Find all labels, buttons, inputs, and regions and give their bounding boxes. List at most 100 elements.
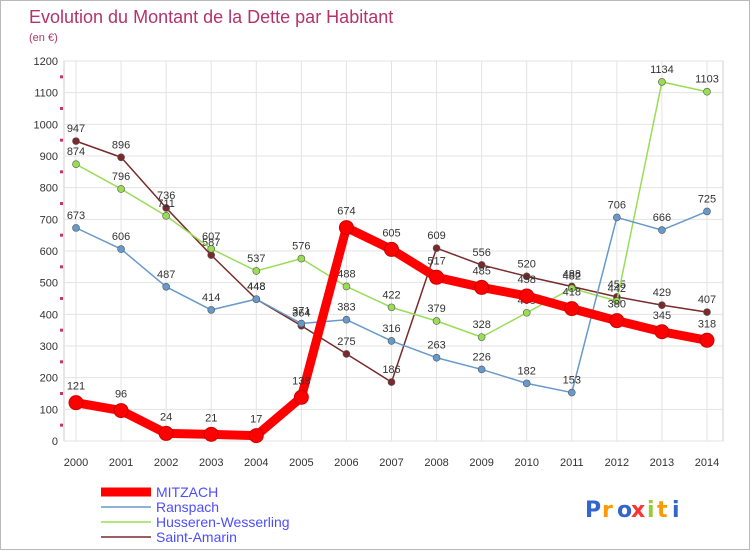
logo-letter: t xyxy=(657,498,668,523)
y-tick-label: 800 xyxy=(40,183,58,195)
y-tick-label: 100 xyxy=(40,404,58,416)
data-point xyxy=(658,301,666,309)
data-label: 736 xyxy=(157,190,175,202)
data-label: 666 xyxy=(653,212,671,224)
data-label: 458 xyxy=(518,274,536,286)
logo-letter: i xyxy=(672,498,680,523)
data-point xyxy=(207,306,216,314)
data-label: 182 xyxy=(518,365,536,377)
data-label: 379 xyxy=(427,303,445,315)
x-tick-label: 2010 xyxy=(514,457,538,469)
series-group: 9478967365874483642751866095565204884554… xyxy=(67,64,719,444)
data-point xyxy=(117,185,125,193)
data-label: 606 xyxy=(112,231,130,243)
data-label: 328 xyxy=(472,319,490,331)
data-label: 17 xyxy=(250,414,262,426)
data-point xyxy=(252,267,261,275)
data-label: 488 xyxy=(563,268,581,280)
series-husseren-wesserling: 8747967116075375764884223793284054824421… xyxy=(67,64,719,341)
legend: MITZACHRanspachHusseren-WesserlingSaint-… xyxy=(101,484,290,545)
data-point xyxy=(429,269,445,285)
data-label: 1134 xyxy=(650,64,674,76)
y-tick-label: 1000 xyxy=(34,119,58,131)
data-point xyxy=(203,426,219,442)
data-label: 673 xyxy=(67,210,85,222)
data-label: 418 xyxy=(563,287,581,299)
data-label: 947 xyxy=(67,123,85,135)
data-point xyxy=(658,78,666,86)
x-tick-label: 2003 xyxy=(199,457,223,469)
data-label: 316 xyxy=(382,323,400,335)
data-label: 607 xyxy=(202,231,220,243)
data-point xyxy=(522,308,531,317)
y-minor-tick xyxy=(60,297,63,300)
y-tick-label: 300 xyxy=(40,341,58,353)
data-label: 725 xyxy=(698,193,716,205)
x-tick-label: 2008 xyxy=(424,457,448,469)
data-label: 896 xyxy=(112,139,130,151)
y-tick-label: 600 xyxy=(40,246,58,258)
y-minor-tick xyxy=(60,107,63,110)
x-tick-label: 2000 xyxy=(64,457,88,469)
data-label: 517 xyxy=(427,255,445,267)
data-point xyxy=(609,313,625,329)
data-label: 448 xyxy=(247,281,265,293)
series-saint-amarin: 9478967365874483642751866095565204884554… xyxy=(67,123,716,386)
data-point xyxy=(293,389,309,405)
logo-letter: P xyxy=(585,498,601,523)
data-label: 345 xyxy=(653,310,671,322)
series-mitzach: 121 96 24 21 17 138 674 605 517 485 458 418 380 345 31… xyxy=(67,206,716,444)
data-label: 380 xyxy=(608,299,626,311)
data-point xyxy=(564,301,580,317)
data-point xyxy=(703,87,711,96)
data-point xyxy=(474,279,490,295)
y-minor-tick xyxy=(60,392,63,395)
y-tick-label: 900 xyxy=(40,151,58,163)
data-point xyxy=(567,284,576,293)
data-label: 556 xyxy=(472,247,490,259)
data-point xyxy=(117,153,125,162)
y-axis: 0 100 200 300 400 500 600 700 800 900 1000 1100 1200 xyxy=(34,56,63,448)
data-label: 674 xyxy=(337,206,355,218)
data-point xyxy=(342,282,351,291)
chart-subtitle: (en €) xyxy=(29,32,58,44)
data-point xyxy=(477,333,486,341)
x-tick-label: 2013 xyxy=(650,457,674,469)
legend-label: Saint-Amarin xyxy=(156,529,237,545)
data-label: 318 xyxy=(698,318,716,330)
x-tick-label: 2011 xyxy=(560,457,584,469)
y-tick-label: 500 xyxy=(40,278,58,290)
data-point xyxy=(522,379,531,388)
data-label: 275 xyxy=(337,336,355,348)
data-label: 442 xyxy=(608,283,626,295)
data-point xyxy=(207,251,216,259)
data-point xyxy=(432,353,441,362)
data-point xyxy=(297,319,306,328)
data-label: 711 xyxy=(157,198,175,210)
y-minor-tick xyxy=(60,202,63,205)
data-point xyxy=(699,332,715,348)
data-point xyxy=(72,137,80,145)
data-point xyxy=(387,303,396,312)
data-point xyxy=(68,395,84,411)
x-tick-label: 2009 xyxy=(469,457,493,469)
data-point xyxy=(207,244,216,253)
y-minor-tick xyxy=(60,138,63,142)
data-label: 21 xyxy=(205,412,217,424)
data-point xyxy=(613,213,621,222)
data-point xyxy=(654,324,670,340)
data-label: 706 xyxy=(608,199,626,211)
legend-label: Husseren-Wesserling xyxy=(156,514,290,530)
data-point xyxy=(72,160,80,169)
x-tick-label: 2002 xyxy=(154,457,178,469)
y-minor-tick xyxy=(60,233,63,237)
data-point xyxy=(72,224,80,232)
data-point xyxy=(613,297,621,305)
y-tick-label: 0 xyxy=(52,436,58,448)
chart-title: Evolution du Montant de la Dette par Hab… xyxy=(29,7,393,27)
data-point xyxy=(248,428,264,444)
data-label: 371 xyxy=(292,306,310,318)
y-minor-tick xyxy=(60,75,63,79)
